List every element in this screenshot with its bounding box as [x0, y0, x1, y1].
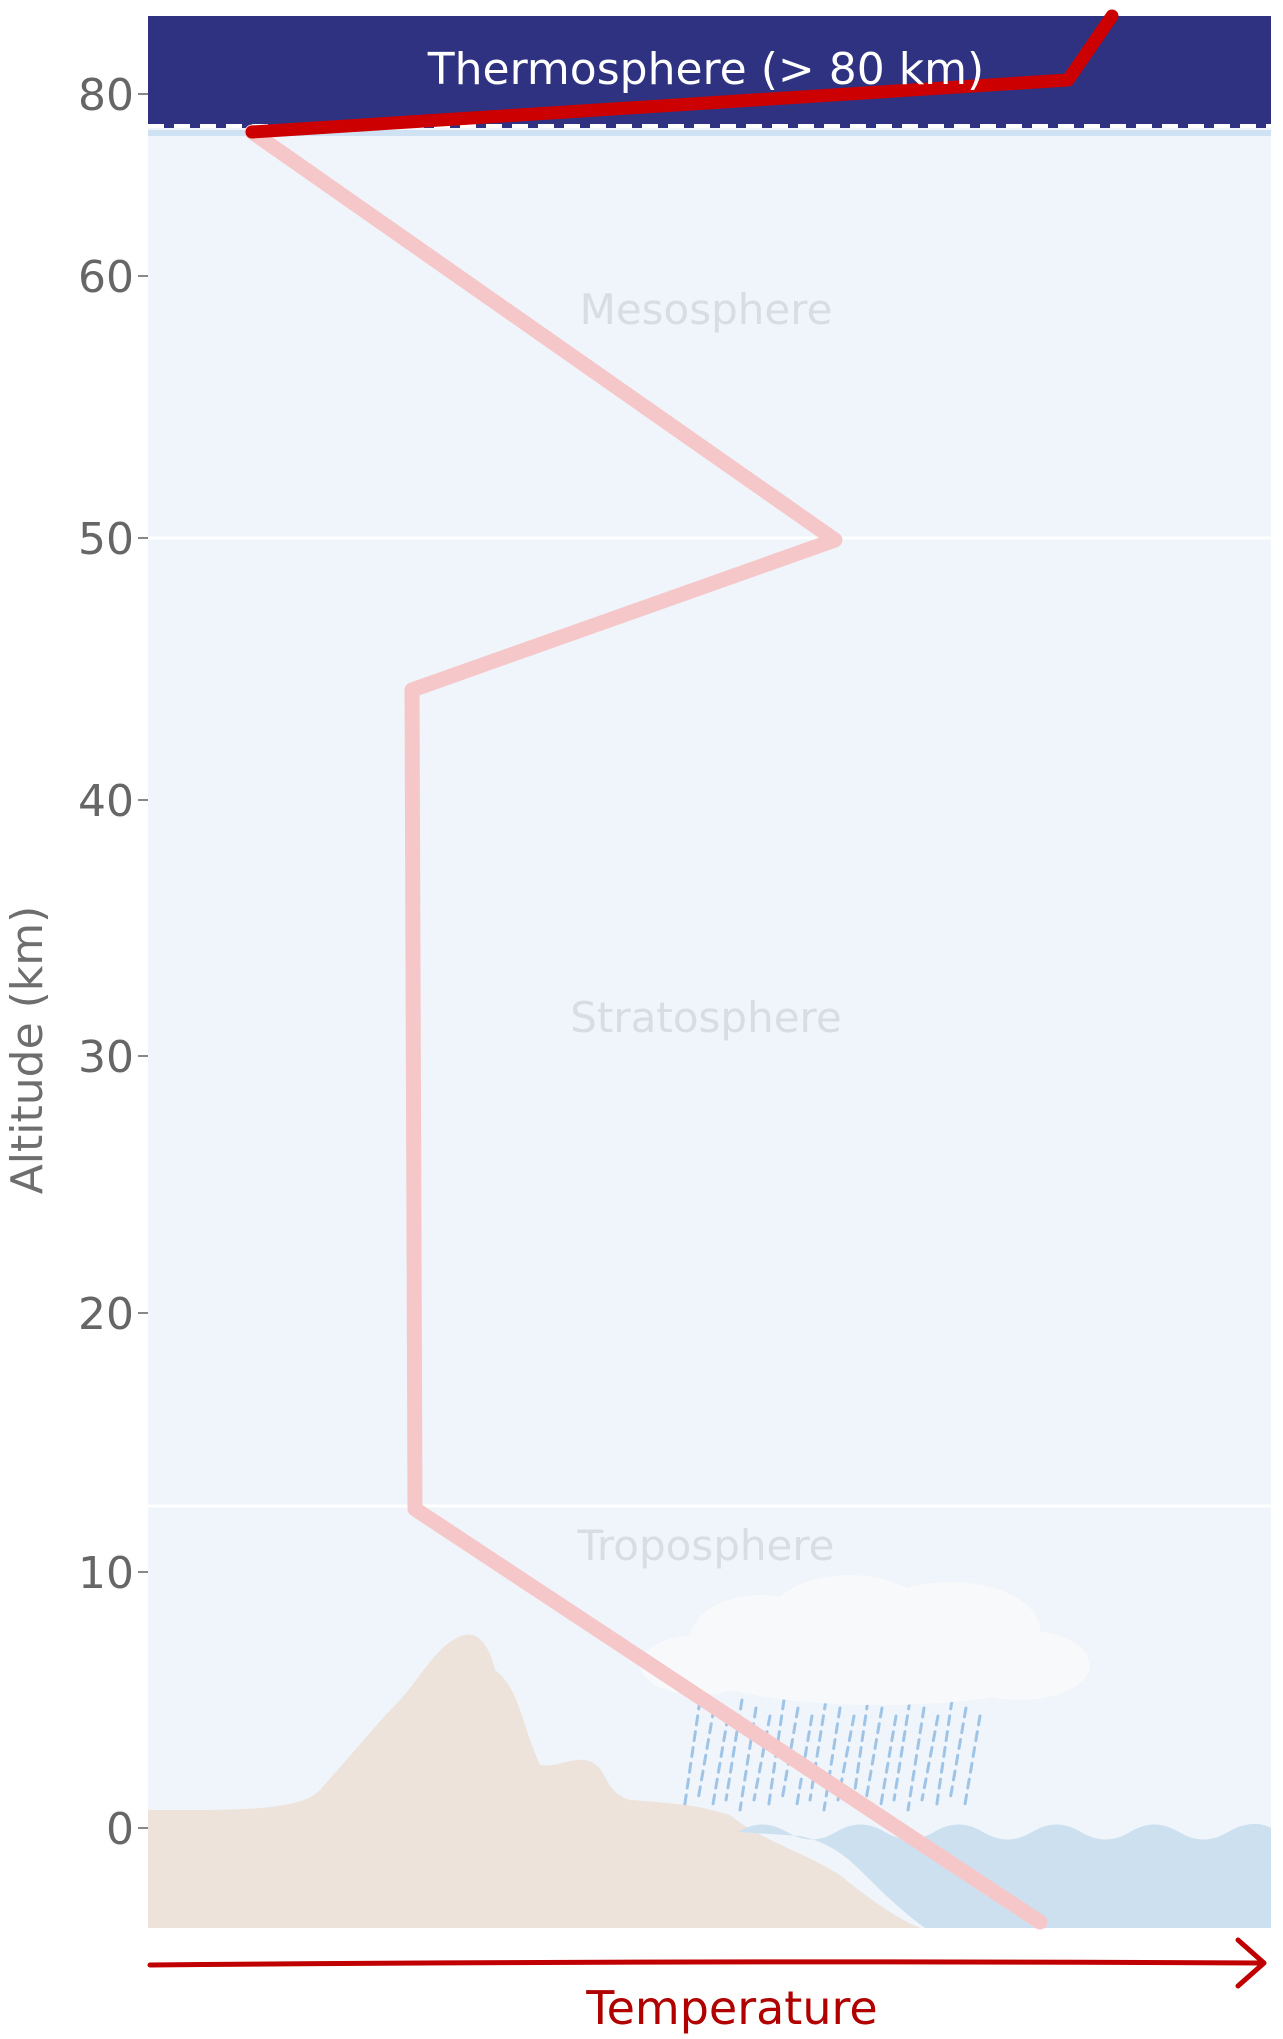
rain-streak [920, 1714, 940, 1802]
rain-streak [808, 1698, 828, 1802]
rain-streak [906, 1706, 926, 1812]
layer-label-mesosphere: Mesosphere [580, 285, 833, 334]
y-tick-label-10: 10 [78, 1548, 134, 1599]
y-tick-label-30: 30 [78, 1032, 134, 1083]
rain-streak [822, 1706, 842, 1812]
mountain-icon [148, 1634, 920, 1928]
rain-streak [892, 1698, 912, 1802]
rain-streak [878, 1714, 898, 1812]
layer-label-thermosphere: Thermosphere (> 80 km) [427, 44, 984, 95]
temperature-profile-faded [244, 124, 1048, 1930]
sea-wave-icon [738, 1823, 1271, 1928]
rain-streak [934, 1698, 954, 1812]
rain-streak [962, 1714, 982, 1812]
y-tick-label-50: 50 [78, 514, 134, 565]
layer-label-stratosphere: Stratosphere [570, 993, 841, 1042]
rain-streak [948, 1706, 968, 1802]
y-axis-title: Altitude (km) [2, 906, 53, 1195]
layer-label-troposphere: Troposphere [576, 1521, 834, 1570]
y-tick-label-60: 60 [78, 252, 134, 303]
temperature-axis-arrow [147, 1959, 1263, 1968]
y-tick-label-0: 0 [106, 1804, 134, 1855]
x-axis-title: Temperature [585, 1981, 877, 2035]
rain-streak [850, 1698, 870, 1812]
y-tick-label-20: 20 [78, 1289, 134, 1340]
rain-streak [752, 1714, 772, 1802]
rain-streak [682, 1698, 702, 1812]
thermosphere-boundary-glow [148, 130, 1271, 136]
rain-streak [710, 1714, 730, 1812]
rain-streak [696, 1706, 716, 1802]
rain-streak [864, 1706, 884, 1802]
y-tick-label-80: 80 [78, 70, 134, 121]
y-tick-label-40: 40 [78, 776, 134, 827]
temperature-profile-thermosphere [245, 9, 1119, 139]
temperature-arrowhead [1235, 1937, 1267, 1989]
